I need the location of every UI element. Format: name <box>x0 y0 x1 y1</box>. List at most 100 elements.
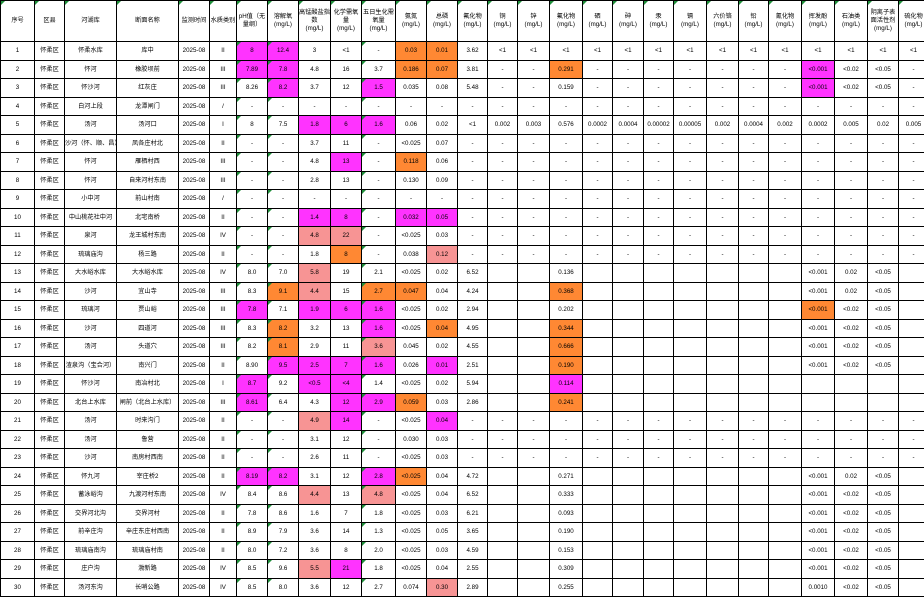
table-cell[interactable] <box>707 264 739 283</box>
table-cell[interactable]: 杨三路 <box>117 245 179 264</box>
table-cell[interactable]: - <box>268 412 299 431</box>
table-cell[interactable]: 0.02 <box>427 301 458 320</box>
table-cell[interactable] <box>518 541 550 560</box>
table-cell[interactable] <box>644 264 674 283</box>
table-cell[interactable]: <0.025 <box>396 486 427 505</box>
table-cell[interactable]: - <box>362 208 396 227</box>
table-cell[interactable]: - <box>583 412 613 431</box>
table-cell[interactable]: IV <box>210 486 237 505</box>
table-cell[interactable]: 怀柔区 <box>35 467 65 486</box>
table-cell[interactable]: 0.333 <box>550 486 583 505</box>
table-cell[interactable] <box>739 541 769 560</box>
table-cell[interactable] <box>707 523 739 542</box>
table-cell[interactable]: - <box>674 153 707 172</box>
table-cell[interactable]: - <box>550 430 583 449</box>
table-cell[interactable]: - <box>550 134 583 153</box>
table-cell[interactable]: 0.045 <box>396 338 427 357</box>
table-cell[interactable]: 0.02 <box>427 338 458 357</box>
table-cell[interactable]: <1 <box>899 42 924 61</box>
table-cell[interactable]: - <box>769 245 802 264</box>
table-cell[interactable]: 0.07 <box>427 134 458 153</box>
table-cell[interactable] <box>518 486 550 505</box>
table-cell[interactable]: - <box>550 97 583 116</box>
table-cell[interactable]: 7.8 <box>237 301 268 320</box>
table-cell[interactable]: <0.5 <box>299 375 331 394</box>
table-cell[interactable]: 7.5 <box>268 116 299 135</box>
table-cell[interactable] <box>583 338 613 357</box>
table-cell[interactable]: 1.6 <box>362 319 396 338</box>
table-cell[interactable]: 25 <box>1 486 35 505</box>
table-cell[interactable]: 8 <box>237 42 268 61</box>
table-cell[interactable]: 0.02 <box>868 116 899 135</box>
table-cell[interactable]: - <box>268 190 299 209</box>
table-cell[interactable]: 2025-08 <box>179 560 210 579</box>
table-cell[interactable]: - <box>835 430 868 449</box>
table-cell[interactable]: - <box>835 97 868 116</box>
table-cell[interactable]: <0.02 <box>835 560 868 579</box>
table-cell[interactable]: 2.94 <box>458 301 488 320</box>
table-cell[interactable]: 怀河 <box>65 171 117 190</box>
table-cell[interactable] <box>674 467 707 486</box>
table-cell[interactable]: - <box>268 134 299 153</box>
table-cell[interactable]: 11 <box>331 134 362 153</box>
table-cell[interactable]: - <box>237 227 268 246</box>
table-cell[interactable] <box>644 301 674 320</box>
table-cell[interactable]: - <box>583 430 613 449</box>
table-cell[interactable]: <0.02 <box>835 523 868 542</box>
table-cell[interactable]: <0.025 <box>396 134 427 153</box>
table-cell[interactable]: 8 <box>1 171 35 190</box>
table-cell[interactable]: <0.001 <box>802 523 835 542</box>
table-cell[interactable]: - <box>769 449 802 468</box>
table-cell[interactable] <box>674 541 707 560</box>
table-cell[interactable] <box>613 541 644 560</box>
table-cell[interactable]: - <box>739 208 769 227</box>
table-cell[interactable]: 1.4 <box>299 208 331 227</box>
table-cell[interactable]: <0.05 <box>868 504 899 523</box>
table-cell[interactable]: - <box>396 190 427 209</box>
table-cell[interactable]: - <box>237 449 268 468</box>
table-cell[interactable]: <0.02 <box>835 60 868 79</box>
table-cell[interactable]: 0.026 <box>396 356 427 375</box>
table-cell[interactable]: <0.025 <box>396 523 427 542</box>
table-cell[interactable]: 怀柔区 <box>35 134 65 153</box>
table-cell[interactable]: II <box>210 504 237 523</box>
table-cell[interactable]: <0.02 <box>835 356 868 375</box>
table-cell[interactable]: 1.8 <box>362 504 396 523</box>
table-cell[interactable]: - <box>237 208 268 227</box>
table-cell[interactable]: - <box>644 79 674 98</box>
table-cell[interactable]: - <box>362 171 396 190</box>
table-cell[interactable]: 鲁营 <box>117 430 179 449</box>
table-cell[interactable]: - <box>427 190 458 209</box>
table-cell[interactable] <box>674 375 707 394</box>
table-cell[interactable]: - <box>268 97 299 116</box>
table-cell[interactable] <box>583 356 613 375</box>
table-cell[interactable]: 0.0004 <box>613 116 644 135</box>
table-cell[interactable]: 7 <box>331 504 362 523</box>
table-cell[interactable] <box>739 578 769 597</box>
table-cell[interactable]: 2025-08 <box>179 486 210 505</box>
table-cell[interactable]: 0.153 <box>550 541 583 560</box>
table-cell[interactable] <box>739 486 769 505</box>
table-cell[interactable]: - <box>802 227 835 246</box>
table-cell[interactable]: 1.6 <box>362 356 396 375</box>
table-cell[interactable]: - <box>899 412 924 431</box>
table-cell[interactable] <box>899 338 924 357</box>
table-cell[interactable]: - <box>769 412 802 431</box>
table-cell[interactable]: - <box>550 449 583 468</box>
table-cell[interactable]: - <box>583 449 613 468</box>
table-cell[interactable]: <1 <box>518 42 550 61</box>
table-cell[interactable]: 大水峪水库 <box>117 264 179 283</box>
table-cell[interactable]: 0.05 <box>427 208 458 227</box>
table-cell[interactable]: 0.309 <box>550 560 583 579</box>
table-cell[interactable]: / <box>210 190 237 209</box>
table-cell[interactable]: - <box>488 153 518 172</box>
table-cell[interactable]: 0.136 <box>550 264 583 283</box>
column-header[interactable]: 阴离子表面活性剂(mg/L) <box>868 1 899 42</box>
table-cell[interactable]: 0.08 <box>427 79 458 98</box>
table-cell[interactable]: 2025-08 <box>179 301 210 320</box>
table-cell[interactable]: I <box>210 116 237 135</box>
table-cell[interactable] <box>583 301 613 320</box>
table-cell[interactable]: 怀柔区 <box>35 208 65 227</box>
column-header[interactable]: 序号 <box>1 1 35 42</box>
table-cell[interactable]: <0.02 <box>835 338 868 357</box>
